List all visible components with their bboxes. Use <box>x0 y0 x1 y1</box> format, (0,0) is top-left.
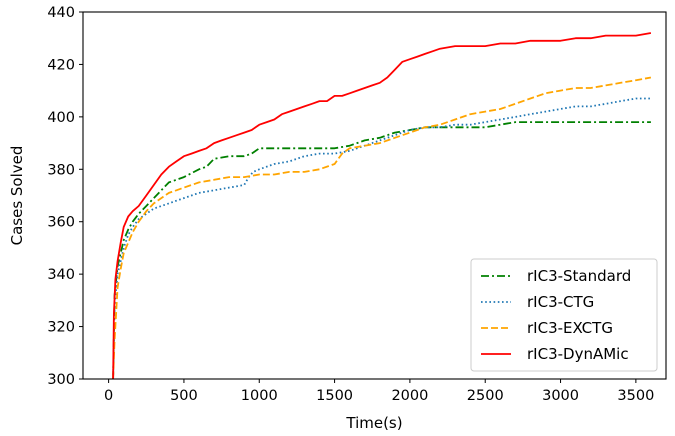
series-line-ric3-exctg <box>112 76 652 379</box>
x-tick-label: 2000 <box>391 388 428 404</box>
legend-label: rIC3-Standard <box>527 267 631 285</box>
y-tick-label: 360 <box>47 215 75 231</box>
x-tick-label: 3500 <box>617 388 654 404</box>
legend-label: rIC3-DynAMic <box>527 345 629 363</box>
plot-frame <box>82 11 667 380</box>
x-axis-label: Time(s) <box>345 414 402 432</box>
series-line-ric3-ctg <box>112 97 651 379</box>
legend-box <box>470 258 658 372</box>
series-line-ric3-standard <box>112 121 651 379</box>
x-tick-label: 3000 <box>542 388 579 404</box>
legend-label: rIC3-CTG <box>527 293 594 311</box>
x-tick-label: 500 <box>170 388 198 404</box>
x-tick-label: 1000 <box>241 388 278 404</box>
x-tick-label: 0 <box>104 388 113 404</box>
y-tick-label: 340 <box>47 267 75 283</box>
x-axis: 0 500 1000 1500 2000 2500 3000 3500 <box>104 379 654 404</box>
y-axis: 300 320 340 360 380 400 420 440 <box>47 5 83 388</box>
series-line-ric3-dynamic <box>112 32 652 379</box>
legend: rIC3-Standard rIC3-CTG rIC3-EXCTG rIC3-DynA… <box>470 258 658 372</box>
y-tick-label: 300 <box>47 372 75 388</box>
y-tick-label: 440 <box>47 5 75 21</box>
x-tick-label: 2500 <box>467 388 504 404</box>
y-tick-label: 320 <box>47 320 75 336</box>
x-tick-label: 1500 <box>316 388 353 404</box>
series-layer <box>112 32 652 379</box>
y-tick-label: 380 <box>47 162 75 178</box>
legend-label: rIC3-EXCTG <box>527 319 613 337</box>
y-tick-label: 420 <box>47 57 75 73</box>
y-tick-label: 400 <box>47 110 75 126</box>
y-axis-label: Cases Solved <box>8 146 26 246</box>
